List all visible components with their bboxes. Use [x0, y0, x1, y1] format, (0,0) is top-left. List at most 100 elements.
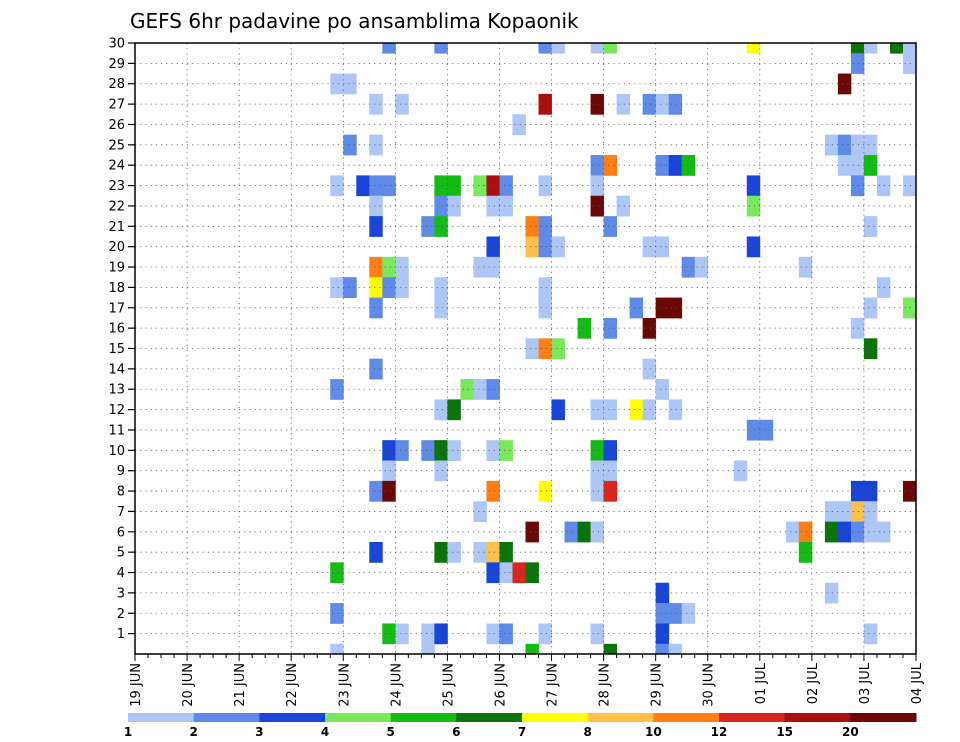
- heatmap-cell: [798, 521, 813, 543]
- heatmap-cell: [486, 256, 500, 278]
- heatmap-cell: [343, 277, 357, 298]
- heatmap-cell: [421, 643, 435, 655]
- heatmap-cell: [369, 480, 383, 502]
- y-tick-label: 22: [108, 199, 125, 214]
- heatmap-cell: [889, 43, 904, 54]
- heatmap-cell: [837, 73, 852, 95]
- heatmap-cell: [590, 521, 604, 543]
- heatmap-cell: [681, 155, 696, 176]
- heatmap-cell: [850, 521, 865, 543]
- heatmap-cell: [824, 521, 839, 543]
- heatmap-cell: [486, 623, 500, 645]
- heatmap-cell: [473, 541, 487, 563]
- y-tick-label: 26: [108, 118, 125, 133]
- heatmap-cell: [837, 155, 852, 176]
- heatmap-cell: [486, 440, 500, 461]
- heatmap-cell: [486, 541, 500, 563]
- heatmap-cell: [434, 43, 448, 54]
- heatmap-cell: [798, 256, 813, 278]
- x-tick-label: 29 JUN: [650, 663, 665, 707]
- x-tick-label: 20 JUN: [181, 663, 196, 707]
- heatmap-cell: [369, 256, 383, 278]
- color-scale-label: 7: [518, 725, 526, 739]
- heatmap-cell: [668, 93, 683, 115]
- heatmap-cell: [603, 43, 618, 54]
- heatmap-cell: [330, 643, 344, 655]
- heatmap-cell: [382, 277, 396, 298]
- heatmap-cell: [551, 236, 565, 258]
- heatmap-cell: [603, 399, 618, 421]
- heatmap-cell: [850, 155, 865, 176]
- y-tick-label: 29: [108, 57, 125, 72]
- heatmap-cell: [486, 562, 500, 584]
- heatmap-cell: [863, 43, 878, 54]
- heatmap-cell: [655, 603, 670, 624]
- x-tick-label: 04 JUL: [910, 662, 925, 704]
- heatmap-cell: [850, 175, 865, 197]
- heatmap-cell: [330, 73, 344, 95]
- heatmap-cell: [642, 236, 657, 258]
- y-tick-label: 12: [108, 403, 125, 418]
- x-tick-label: 03 JUL: [858, 662, 873, 704]
- heatmap-cell: [447, 399, 461, 421]
- y-tick-label: 3: [117, 586, 125, 601]
- heatmap-cell: [863, 623, 878, 645]
- heatmap-cell: [603, 155, 618, 176]
- y-tick-label: 17: [108, 301, 125, 316]
- heatmap-cell: [421, 623, 435, 645]
- heatmap-cell: [499, 562, 513, 584]
- color-scale-swatch: [719, 713, 786, 722]
- heatmap-cell: [382, 43, 396, 54]
- y-tick-label: 27: [108, 98, 125, 113]
- color-scale-label: 8: [583, 725, 591, 739]
- heatmap-cell: [434, 541, 448, 563]
- heatmap-cell: [590, 93, 604, 115]
- heatmap-cell: [655, 236, 670, 258]
- heatmap-cell: [382, 623, 396, 645]
- heatmap-cell: [434, 460, 448, 482]
- heatmap-cell: [538, 216, 552, 237]
- heatmap-cell: [369, 93, 383, 115]
- x-tick-label: 01 JUL: [754, 662, 769, 704]
- heatmap-cell: [655, 379, 670, 400]
- heatmap-cell: [369, 277, 383, 298]
- color-scale-swatch: [193, 713, 260, 722]
- heatmap-cell: [876, 521, 891, 543]
- y-tick-label: 1: [117, 627, 125, 642]
- heatmap-cell: [603, 440, 618, 461]
- heatmap-cell: [369, 195, 383, 217]
- heatmap-cell: [902, 480, 917, 502]
- grid-lines: [135, 43, 916, 654]
- heatmap-cell: [499, 541, 513, 563]
- heatmap-cell: [434, 175, 448, 197]
- x-tick-label: 19 JUN: [129, 663, 144, 707]
- heatmap-cell: [642, 399, 657, 421]
- heatmap-cell: [551, 338, 565, 360]
- heatmap-cell: [447, 541, 461, 563]
- heatmap-cell: [655, 582, 670, 604]
- color-scale-label: 3: [255, 725, 263, 739]
- heatmap-cell: [616, 93, 631, 115]
- heatmap-cell: [603, 216, 618, 237]
- heatmap-cell: [382, 440, 396, 461]
- heatmap-cell: [850, 480, 865, 502]
- heatmap-cell: [694, 256, 709, 278]
- color-scale-swatch: [128, 713, 195, 722]
- heatmap-cell: [642, 358, 657, 380]
- heatmap-cell: [863, 521, 878, 543]
- heatmap-cell: [642, 317, 657, 339]
- heatmap-cell: [434, 297, 448, 319]
- heatmap-cell: [395, 277, 409, 298]
- x-axis-ticks: 19 JUN 20 JUN 21 JUN 22 JUN 23 JUN 24 JUN 25 J…: [129, 654, 925, 707]
- y-tick-label: 6: [117, 525, 125, 540]
- y-tick-label: 20: [108, 240, 125, 255]
- heatmap-cell: [525, 338, 539, 360]
- heatmap-cell: [798, 541, 813, 563]
- heatmap-cell: [538, 297, 552, 319]
- y-tick-label: 11: [108, 423, 125, 438]
- heatmap-cell: [356, 175, 370, 197]
- y-tick-label: 10: [108, 444, 125, 459]
- heatmap-cell: [434, 399, 448, 421]
- heatmap-cell: [668, 399, 683, 421]
